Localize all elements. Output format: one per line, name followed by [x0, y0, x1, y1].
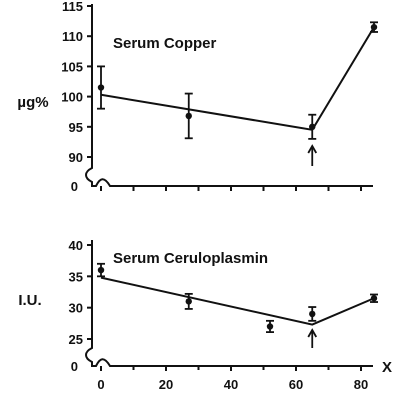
ceruloplasmin-arrow: [307, 328, 318, 348]
data-marker: [185, 298, 192, 305]
ceruloplasmin-data-point: [184, 292, 193, 310]
ceruloplasmin-ytick-label: 30: [69, 301, 83, 316]
xtick-label: 80: [354, 377, 368, 392]
ceruloplasmin-data-point: [97, 262, 105, 278]
copper-data-point: [370, 21, 378, 33]
ceruloplasmin-ytick-label: 35: [69, 269, 83, 284]
copper-plot-area: [97, 21, 378, 166]
copper-data-point: [97, 65, 105, 110]
copper-ytick-label: 105: [61, 59, 83, 74]
data-marker: [370, 23, 378, 31]
xtick-label: 20: [159, 377, 173, 392]
copper-y-axis-label: µg%: [17, 94, 48, 111]
copper-ytick-label: 100: [61, 90, 83, 105]
copper-y-break-label: 0: [71, 179, 78, 194]
data-marker: [185, 112, 192, 120]
data-marker: [97, 84, 105, 91]
ceruloplasmin-ytick-label: 25: [69, 332, 83, 347]
data-marker: [309, 123, 316, 130]
ceruloplasmin-y-ticks: 40 35 30 25: [69, 238, 92, 347]
ceruloplasmin-axes: [85, 240, 373, 367]
copper-ytick-label: 95: [69, 120, 83, 135]
ceruloplasmin-data-point: [370, 293, 378, 303]
ceruloplasmin-ytick-label: 40: [69, 238, 83, 253]
ceruloplasmin-plot-area: [97, 262, 378, 348]
ceruloplasmin-trend-line: [100, 276, 375, 326]
copper-ytick-label: 110: [62, 29, 83, 44]
xtick-label: 0: [97, 377, 104, 392]
ceruloplasmin-title: Serum Ceruloplasmin: [113, 250, 268, 267]
xtick-label: 60: [289, 377, 303, 392]
copper-axes: [85, 4, 373, 187]
data-marker: [370, 295, 378, 302]
copper-data-point: [308, 113, 317, 140]
ceruloplasmin-x-ticks: 0 20 40 60 80: [97, 366, 368, 392]
ceruloplasmin-y-break-label: 0: [71, 359, 78, 374]
copper-panel: µg% Serum Copper 0 115 110 105 100 95 90: [17, 0, 378, 194]
copper-ytick-label: 115: [62, 0, 83, 14]
copper-arrow: [307, 144, 318, 166]
copper-y-ticks: 115 110 105 100 95 90: [61, 0, 362, 191]
x-axis-label: X: [382, 359, 392, 376]
ceruloplasmin-y-axis-label: I.U.: [18, 292, 41, 309]
copper-title: Serum Copper: [113, 35, 217, 52]
xtick-label: 40: [224, 377, 238, 392]
ceruloplasmin-panel: I.U. Serum Ceruloplasmin 0 40 35 30 25 0 20 4…: [18, 238, 392, 392]
copper-data-point: [184, 92, 193, 140]
ceruloplasmin-data-point: [266, 319, 274, 334]
data-marker: [97, 266, 105, 274]
data-marker: [266, 323, 274, 330]
data-marker: [309, 310, 316, 318]
ceruloplasmin-data-point: [308, 306, 317, 322]
copper-ytick-label: 90: [69, 150, 83, 165]
